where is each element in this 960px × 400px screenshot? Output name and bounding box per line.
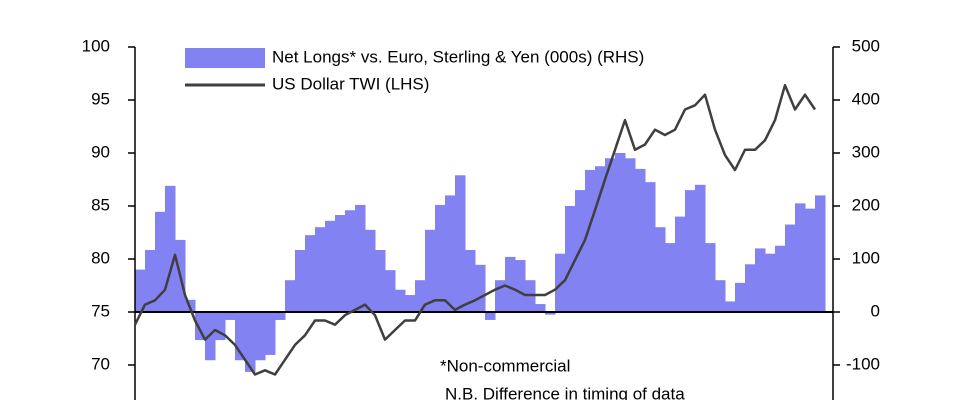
bar xyxy=(625,158,636,312)
y-tick-label: 90 xyxy=(91,142,110,161)
bar xyxy=(515,260,526,312)
bar xyxy=(455,175,466,312)
legend-label: US Dollar TWI (LHS) xyxy=(272,74,429,93)
bar xyxy=(325,220,336,312)
bar xyxy=(675,216,686,312)
bar xyxy=(155,211,166,312)
y2-tick-label: 400 xyxy=(852,89,880,108)
y-tick-label: 70 xyxy=(91,354,110,373)
bar xyxy=(425,229,436,312)
y-tick-label: 80 xyxy=(91,248,110,267)
bar xyxy=(765,253,776,312)
bar xyxy=(705,243,716,312)
bar xyxy=(245,312,256,372)
bar xyxy=(745,264,756,312)
bar xyxy=(355,204,366,312)
bar xyxy=(465,249,476,312)
bar xyxy=(585,169,596,312)
bar xyxy=(615,153,626,312)
bar xyxy=(565,206,576,312)
bar xyxy=(725,301,736,312)
y2-tick-label: 200 xyxy=(852,195,880,214)
bar xyxy=(785,224,796,312)
bar xyxy=(535,304,546,312)
y2-tick-label: 100 xyxy=(852,248,880,267)
bar xyxy=(485,312,496,320)
bar xyxy=(815,195,826,312)
bar xyxy=(385,270,396,312)
bar xyxy=(165,185,176,312)
bar xyxy=(685,190,696,312)
bar xyxy=(365,229,376,312)
bar xyxy=(645,182,656,312)
bar xyxy=(295,249,306,312)
bar xyxy=(495,280,506,312)
bar xyxy=(195,312,206,341)
bar xyxy=(635,168,646,312)
bar xyxy=(335,215,346,312)
bar xyxy=(695,184,706,312)
bar xyxy=(345,210,356,312)
y2-tick-label: 500 xyxy=(852,36,880,55)
bar xyxy=(225,312,236,320)
bar xyxy=(805,208,816,312)
bar xyxy=(305,235,316,312)
bar xyxy=(235,312,246,361)
bar xyxy=(605,158,616,312)
bar xyxy=(555,253,566,312)
bar xyxy=(415,280,426,312)
bar xyxy=(215,312,226,341)
bar xyxy=(505,256,516,312)
y2-tick-label: -100 xyxy=(846,354,880,373)
bar xyxy=(755,248,766,312)
bar xyxy=(475,264,486,312)
y2-tick-label: 300 xyxy=(852,142,880,161)
bar xyxy=(395,289,406,312)
bar xyxy=(545,312,556,315)
bar xyxy=(775,245,786,312)
bar xyxy=(405,295,416,312)
bar xyxy=(665,243,676,312)
bar xyxy=(655,227,666,312)
bar xyxy=(735,282,746,312)
bar xyxy=(315,227,326,312)
legend-swatch xyxy=(185,48,265,68)
bar xyxy=(265,312,276,355)
bar xyxy=(145,249,156,312)
bar xyxy=(795,203,806,312)
y-tick-label: 85 xyxy=(91,195,110,214)
legend-label: Net Longs* vs. Euro, Sterling & Yen (000… xyxy=(272,47,644,66)
y-tick-label: 75 xyxy=(91,301,110,320)
annotation: *Non-commercial xyxy=(440,356,570,375)
bar xyxy=(285,280,296,312)
bar xyxy=(435,204,446,312)
annotation: N.B. Difference in timing of data xyxy=(445,384,685,400)
bar xyxy=(375,249,386,312)
bar xyxy=(255,312,266,361)
bar xyxy=(595,166,606,312)
y-tick-label: 95 xyxy=(91,89,110,108)
y2-tick-label: 0 xyxy=(871,301,880,320)
bar xyxy=(715,280,726,312)
line xyxy=(133,83,817,376)
bar xyxy=(135,269,146,312)
bar xyxy=(445,195,456,312)
y-tick-label: 100 xyxy=(82,36,110,55)
bar xyxy=(275,312,286,320)
